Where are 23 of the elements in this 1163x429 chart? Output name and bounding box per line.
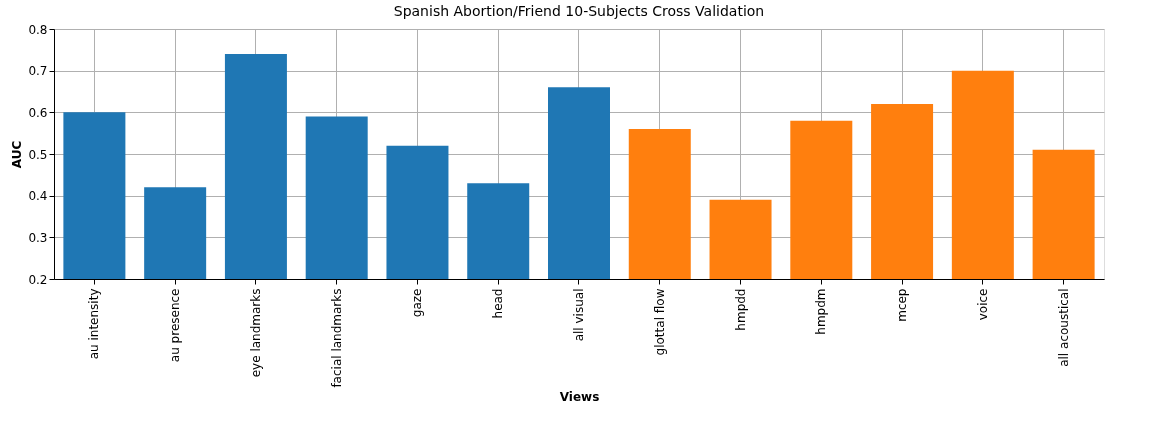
y-tick-label: 0.6 <box>28 105 48 120</box>
x-tick-label: hmpdm <box>814 288 829 335</box>
x-tick-label: hmpdd <box>733 288 748 331</box>
y-tick-label: 0.5 <box>28 147 48 162</box>
x-tick-label: all visual <box>572 288 586 342</box>
x-tick-label: mcep <box>895 288 910 322</box>
y-tick-label: 0.4 <box>28 189 48 204</box>
y-tick-label: 0.7 <box>28 64 48 79</box>
y-tick-label: 0.3 <box>28 230 48 245</box>
y-tick-label: 0.8 <box>28 22 48 37</box>
x-tick-label: au intensity <box>87 288 102 360</box>
x-axis-title: Views <box>559 389 600 404</box>
x-tick-label: head <box>491 288 506 319</box>
x-tick-label: au presence <box>168 288 183 363</box>
x-tick-label: eye landmarks <box>248 288 263 378</box>
x-tick-label: facial landmarks <box>329 288 344 388</box>
x-tick-label: gaze <box>410 288 425 318</box>
y-axis-title: AUC <box>10 140 25 169</box>
x-tick-label: glottal flow <box>652 288 667 356</box>
x-tick-label: all acoustical <box>1056 288 1071 367</box>
y-tick-label: 0.2 <box>28 272 48 287</box>
x-tick-label: voice <box>975 288 990 321</box>
chart-title: Spanish Abortion/Friend 10-Subjects Cross Validation <box>393 3 765 19</box>
